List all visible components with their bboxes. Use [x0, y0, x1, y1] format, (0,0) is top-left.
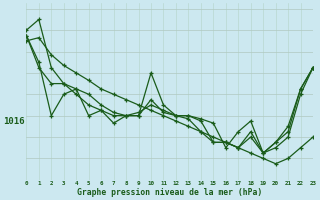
- X-axis label: Graphe pression niveau de la mer (hPa): Graphe pression niveau de la mer (hPa): [77, 188, 262, 197]
